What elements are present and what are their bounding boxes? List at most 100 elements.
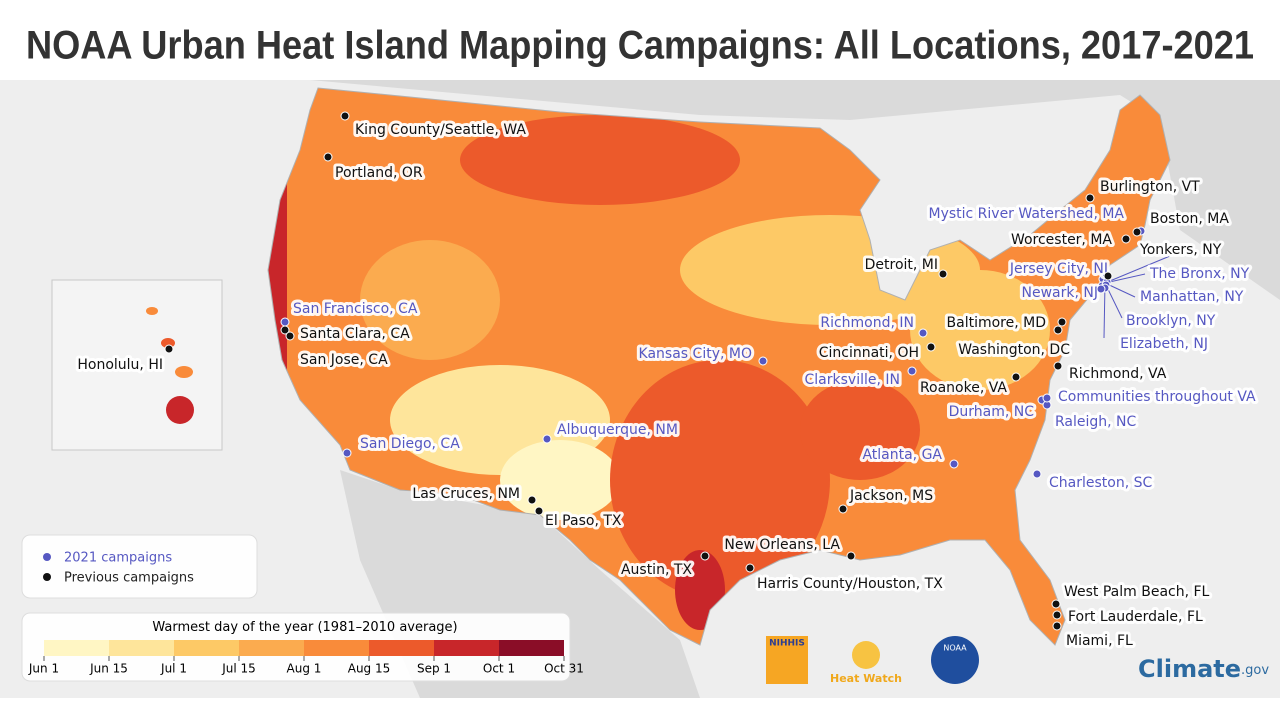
location-marker (1042, 393, 1052, 403)
location-label: Manhattan, NY (1140, 289, 1244, 305)
location-marker (1011, 372, 1021, 382)
tick-label: Oct 31 (544, 662, 584, 676)
location-marker (758, 356, 768, 366)
heat-watch-text: Heat Watch (830, 672, 902, 685)
location-marker (1096, 284, 1106, 294)
location-label: Worcester, MA (1011, 232, 1112, 248)
location-marker (323, 152, 333, 162)
location-marker (838, 504, 848, 514)
island (146, 307, 158, 315)
location-marker (926, 342, 936, 352)
location-label: Burlington, VT (1100, 179, 1200, 195)
location-marker (745, 563, 755, 573)
climate-suffix: .gov (1241, 663, 1269, 678)
location-marker (1057, 317, 1067, 327)
hawaii-inset (51, 279, 223, 451)
legend-marker (43, 553, 51, 561)
location-label: Las Cruces, NM (412, 486, 520, 502)
location-label: Mystic River Watershed, MA (928, 206, 1124, 222)
hawaii-islands (146, 307, 194, 424)
canada (300, 80, 1280, 300)
color-band (239, 640, 304, 656)
location-label: Raleigh, NC (1055, 414, 1137, 430)
tick-label: Jul 1 (160, 662, 187, 676)
location-label: Washington, DC (958, 342, 1070, 358)
location-label: El Paso, TX (545, 513, 622, 529)
location-label: Detroit, MI (865, 257, 938, 273)
location-marker (1085, 193, 1095, 203)
location-marker (527, 495, 537, 505)
location-marker (1053, 361, 1063, 371)
location-label: Jersey City, NJ (1009, 261, 1108, 277)
legend-title: Warmest day of the year (152, 620, 314, 635)
region (910, 270, 1050, 390)
location-label: Clarksville, IN (805, 372, 900, 388)
location-label: Kansas City, MO (639, 346, 752, 362)
location-label: Miami, FL (1066, 633, 1133, 649)
location-label: Brooklyn, NY (1126, 313, 1216, 329)
color-band (304, 640, 369, 656)
tick-label: Jun 1 (28, 662, 59, 676)
region (460, 115, 740, 205)
heat-watch-sun (852, 641, 880, 669)
color-band (174, 640, 239, 656)
location-label: Fort Lauderdale, FL (1068, 609, 1203, 625)
location-marker (542, 434, 552, 444)
location-marker (907, 366, 917, 376)
location-marker (164, 344, 174, 354)
color-band (109, 640, 174, 656)
logos: NIHHIS Heat Watch NOAA Climate.gov (766, 636, 1269, 685)
nihhis-logo (766, 636, 808, 684)
color-band (499, 640, 564, 656)
nihhis-text: NIHHIS (769, 639, 805, 649)
region (800, 380, 920, 480)
legend-label: 2021 campaigns (64, 551, 172, 566)
region (610, 360, 830, 600)
location-marker (1132, 227, 1142, 237)
noaa-text: NOAA (943, 644, 967, 653)
location-marker (1051, 599, 1061, 609)
tick-label: Aug 15 (348, 662, 391, 676)
location-marker (340, 111, 350, 121)
region (500, 440, 620, 520)
tick-label: Aug 1 (287, 662, 322, 676)
location-marker (534, 506, 544, 516)
location-label: Albuquerque, NM (557, 422, 678, 438)
location-marker (1052, 610, 1062, 620)
tick-label: Sep 1 (417, 662, 451, 676)
tick-label: Jul 15 (221, 662, 256, 676)
location-label: New Orleans, LA (724, 537, 840, 553)
campaign-legend (21, 534, 258, 599)
location-label: Charleston, SC (1049, 475, 1152, 491)
color-band (44, 640, 109, 656)
color-legend-title: Warmest day of the year (1981–2010 avera… (152, 620, 457, 635)
location-label: Baltimore, MD (947, 315, 1046, 331)
location-marker (949, 459, 959, 469)
location-marker (700, 551, 710, 561)
island (166, 396, 194, 424)
location-label: San Francisco, CA (293, 301, 418, 317)
location-label: Durham, NC (949, 404, 1035, 420)
location-label: Santa Clara, CA (300, 326, 410, 342)
location-marker (1103, 271, 1113, 281)
location-marker (846, 551, 856, 561)
title: NOAA Urban Heat Island Mapping Campaigns… (26, 24, 1254, 68)
location-label: Newark, NJ (1022, 285, 1098, 301)
location-label: San Diego, CA (360, 436, 460, 452)
location-label: Richmond, VA (1069, 366, 1167, 382)
location-label: Atlanta, GA (862, 447, 942, 463)
noaa-logo (931, 636, 979, 684)
color-band (434, 640, 499, 656)
location-label: Communities throughout VA (1058, 389, 1256, 405)
location-label: Richmond, IN (820, 315, 914, 331)
location-label: Elizabeth, NJ (1120, 336, 1208, 352)
island (175, 366, 193, 378)
location-label: The Bronx, NY (1149, 266, 1250, 282)
location-marker (938, 269, 948, 279)
location-label: Cincinnati, OH (819, 345, 919, 361)
location-marker (280, 317, 290, 327)
location-marker (342, 448, 352, 458)
location-label: San Jose, CA (300, 352, 388, 368)
location-marker (285, 331, 295, 341)
